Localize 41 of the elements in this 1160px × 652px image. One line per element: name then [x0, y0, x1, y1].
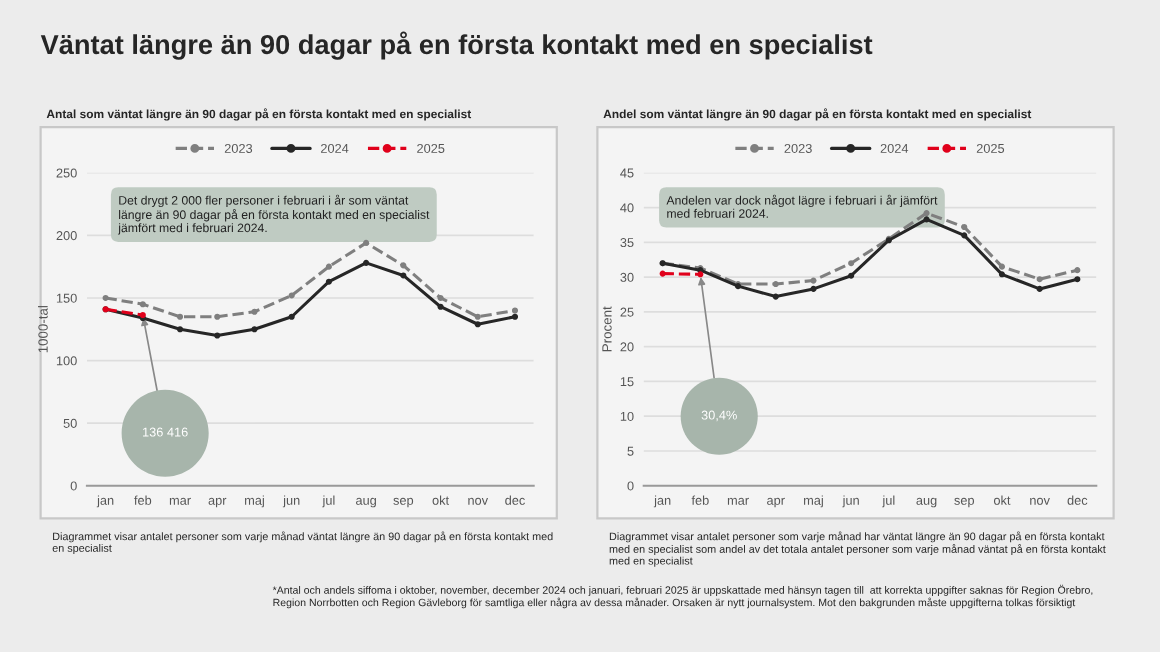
point: [961, 232, 968, 239]
point: [848, 260, 855, 267]
point: [772, 281, 779, 288]
point: [923, 210, 930, 217]
point: [659, 270, 666, 277]
point: [400, 262, 407, 269]
point: [214, 332, 221, 339]
point: [1036, 276, 1043, 283]
point: [998, 263, 1006, 270]
point: [810, 285, 817, 292]
point: [848, 272, 855, 279]
point: [325, 263, 332, 270]
point: [214, 313, 221, 320]
point: [363, 259, 370, 266]
point: [772, 293, 779, 300]
point: [176, 313, 184, 320]
point: [961, 223, 968, 231]
point: [102, 294, 109, 302]
point: [511, 307, 519, 314]
point: [176, 326, 184, 333]
point: [998, 271, 1006, 278]
point: [288, 313, 295, 320]
point: [139, 301, 146, 308]
line-series: [659, 216, 1081, 300]
point: [288, 292, 295, 299]
point: [437, 294, 444, 302]
point: [810, 277, 817, 284]
point: [474, 321, 481, 328]
point: [1074, 276, 1081, 283]
point: [363, 239, 370, 246]
point: [923, 216, 930, 223]
point: [511, 313, 519, 320]
point: [1036, 285, 1043, 292]
point: [400, 272, 407, 279]
point: [251, 326, 258, 333]
point: [474, 313, 481, 320]
point: [325, 278, 332, 285]
point: [1074, 267, 1081, 274]
text: Väntat längre än 90 dagar på en första kontakt med en specialist: [40, 31, 873, 60]
point: [251, 308, 258, 315]
point: [437, 303, 444, 310]
